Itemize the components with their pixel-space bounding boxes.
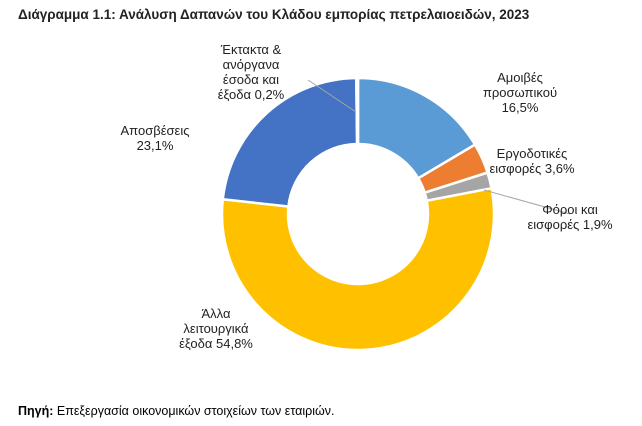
leader-line-φόροι-και-εισφορές: [483, 189, 571, 215]
data-label-άλλα-λειτουργικά-έξοδα: Άλλα λειτουργικά έξοδα 54,8%: [179, 306, 253, 351]
data-label-αποσβέσεις: Αποσβέσεις 23,1%: [120, 123, 190, 153]
leader-line-έκτακτα-ανόργανα-έσοδα-και-έξοδα: [307, 79, 357, 113]
data-label-εργοδοτικές-εισφορές: Εργοδοτικές εισφορές 3,6%: [489, 146, 575, 176]
data-label-φόροι-και-εισφορές: Φόροι και εισφορές 1,9%: [527, 202, 613, 232]
source-label: Πηγή:: [18, 404, 54, 418]
chart-title: Διάγραμμα 1.1: Ανάλυση Δαπανών του Κλάδο…: [18, 7, 530, 22]
data-label-έκτακτα-ανόργανα-έσοδα-και-έξοδα: Έκτακτα & ανόργανα έσοδα και έξοδα 0,2%: [217, 42, 285, 102]
slice-άλλα-λειτουργικά-έξοδα: [220, 186, 496, 352]
source-text: Επεξεργασία οικονομικών στοιχείων των ετ…: [53, 404, 335, 418]
source-note: Πηγή: Επεξεργασία οικονομικών στοιχείων …: [18, 404, 334, 418]
slice-αποσβέσεις: [221, 76, 359, 208]
slice-έκτακτα-ανόργανα-έσοδα-και-έξοδα: [355, 76, 360, 146]
data-label-αμοιβές-προσωπικού: Αμοιβές προσωπικού 16,5%: [482, 70, 558, 115]
